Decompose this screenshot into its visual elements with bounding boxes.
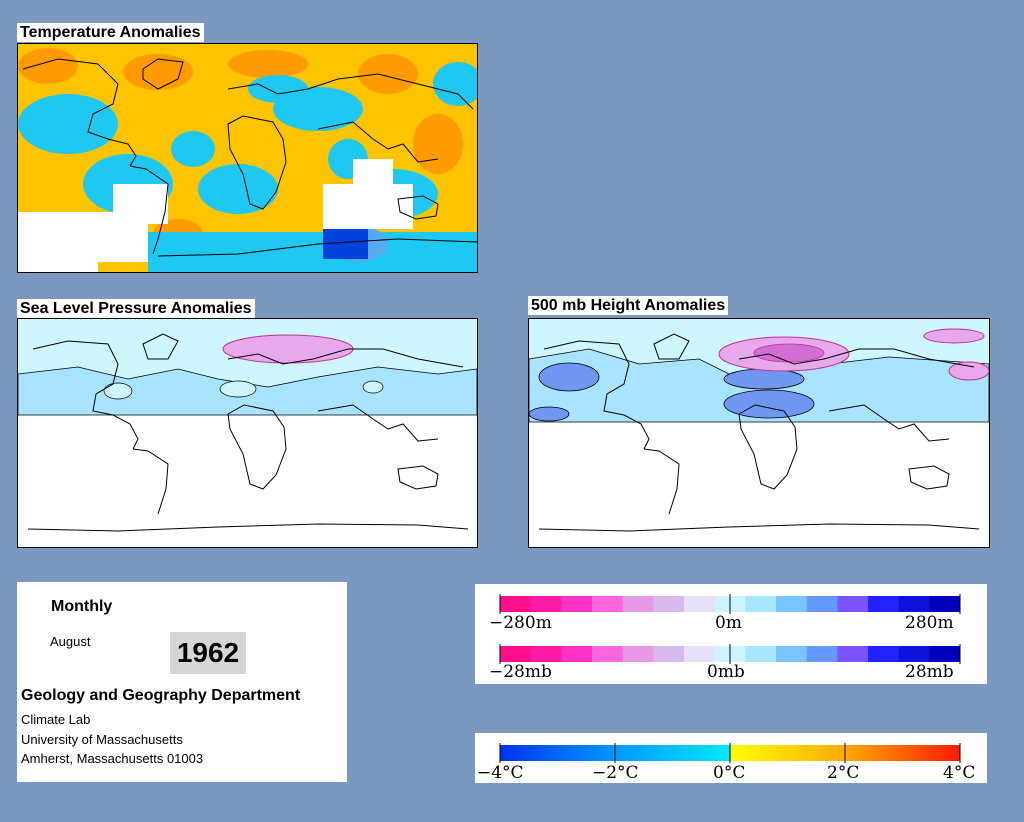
scale-swatch — [776, 646, 808, 662]
height-color-scale — [499, 594, 961, 614]
scale-swatch — [622, 596, 654, 612]
temp-label-0: 0°C — [713, 763, 745, 783]
height-panel-title: 500 mb Height Anomalies — [528, 296, 729, 315]
scale-swatch — [530, 596, 562, 612]
period-label: Monthly — [51, 598, 113, 615]
scale-swatch — [684, 646, 716, 662]
scale-swatch — [806, 646, 838, 662]
temperature-legend: −4°C −2°C 0°C 2°C 4°C — [475, 733, 987, 783]
temp-label-2: 2°C — [827, 763, 859, 783]
temperature-anomaly-map — [17, 43, 478, 273]
scale-swatch — [929, 646, 961, 662]
scale-swatch — [561, 596, 593, 612]
scale-swatch — [684, 596, 716, 612]
scale-swatch — [653, 596, 685, 612]
department-label: Geology and Geography Department — [21, 687, 301, 704]
height-zero-label: 0m — [715, 613, 742, 633]
scale-swatch — [592, 596, 624, 612]
height-pressure-legend: −280m 0m 280m −28mb 0mb 28mb — [475, 584, 987, 684]
scale-swatch — [622, 646, 654, 662]
scale-swatch — [868, 596, 900, 612]
lab-label: Climate Lab — [21, 712, 91, 727]
height-max-label: 280m — [905, 613, 954, 633]
address-label: Amherst, Massachusetts 01003 — [21, 751, 204, 766]
scale-swatch — [530, 646, 562, 662]
temp-label-4: 4°C — [943, 763, 975, 783]
slp-anomaly-map — [17, 318, 478, 548]
scale-swatch — [929, 596, 961, 612]
scale-swatch — [898, 646, 930, 662]
height-min-label: −280m — [489, 613, 552, 633]
scale-swatch — [868, 646, 900, 662]
scale-swatch — [837, 646, 869, 662]
pressure-zero-label: 0mb — [707, 662, 745, 682]
pressure-max-label: 28mb — [905, 662, 954, 682]
pressure-color-scale — [499, 644, 961, 664]
slp-panel-title: Sea Level Pressure Anomalies — [17, 299, 255, 318]
height-anomaly-map — [528, 318, 990, 548]
scale-swatch — [837, 596, 869, 612]
temperature-panel-title: Temperature Anomalies — [17, 23, 204, 42]
university-label: University of Massachusetts — [21, 732, 183, 747]
scale-swatch — [745, 596, 777, 612]
scale-swatch — [500, 646, 532, 662]
temp-label-minus2: −2°C — [592, 763, 639, 783]
scale-swatch — [898, 596, 930, 612]
info-panel: Monthly August 1962 Geology and Geograph… — [17, 582, 347, 782]
scale-swatch — [653, 646, 685, 662]
year-label: 1962 — [170, 632, 246, 674]
scale-swatch — [745, 646, 777, 662]
month-label: August — [50, 634, 91, 649]
scale-swatch — [500, 596, 532, 612]
scale-swatch — [806, 596, 838, 612]
temp-label-minus4: −4°C — [477, 763, 524, 783]
pressure-min-label: −28mb — [489, 662, 552, 682]
scale-swatch — [561, 646, 593, 662]
scale-swatch — [592, 646, 624, 662]
scale-swatch — [776, 596, 808, 612]
